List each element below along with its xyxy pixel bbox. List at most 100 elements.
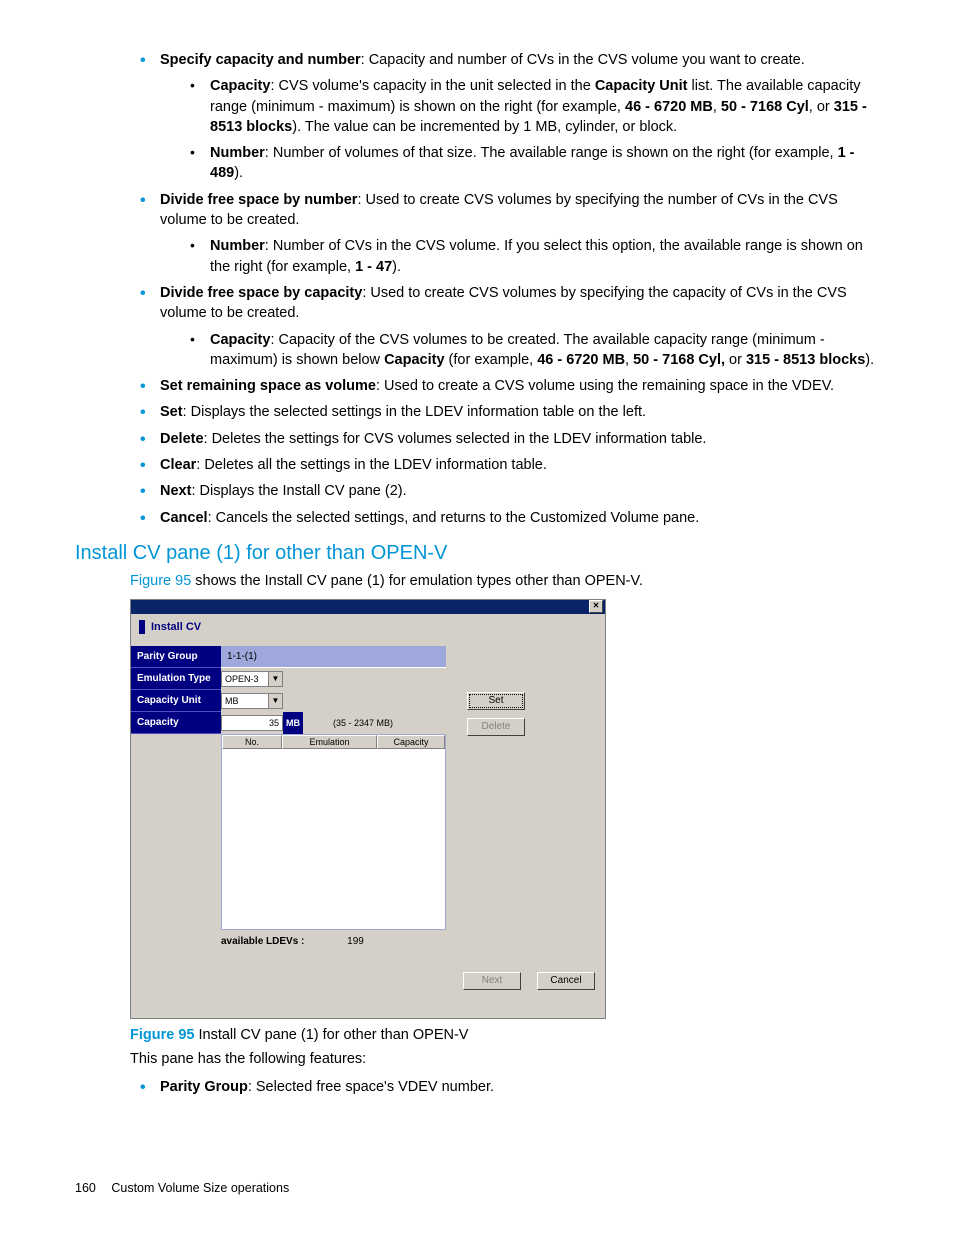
desc: : Displays the Install CV pane (2). bbox=[191, 483, 406, 499]
figure-link[interactable]: Figure 95 bbox=[130, 573, 191, 589]
desc: : Number of volumes of that size. The av… bbox=[265, 145, 838, 161]
desc: : Number of CVs in the CVS volume. If yo… bbox=[210, 238, 863, 274]
close-icon[interactable]: ✕ bbox=[589, 600, 603, 613]
chevron-down-icon: ▼ bbox=[268, 694, 282, 708]
capacity-value-cell: 35 MB (35 - 2347 MB) bbox=[221, 712, 446, 734]
table-body bbox=[222, 749, 445, 929]
label: Next bbox=[160, 483, 191, 499]
figure-number: Figure 95 bbox=[130, 1027, 194, 1043]
cu: Capacity Unit bbox=[595, 78, 688, 94]
capacity-label: Capacity bbox=[131, 712, 221, 734]
label: Specify capacity and number bbox=[160, 52, 361, 68]
sub-list: Number: Number of CVs in the CVS volume.… bbox=[160, 236, 879, 277]
d2: (for example, bbox=[445, 352, 538, 368]
page-number: 160 bbox=[75, 1181, 96, 1195]
cancel-button[interactable]: Cancel bbox=[537, 972, 595, 990]
rblk: 315 - 8513 blocks bbox=[746, 352, 865, 368]
col-emulation: Emulation bbox=[282, 735, 377, 749]
desc: : Capacity and number of CVs in the CVS … bbox=[361, 52, 805, 68]
bullet-set-remaining: Set remaining space as volume: Used to c… bbox=[130, 376, 879, 396]
capacity-range: (35 - 2347 MB) bbox=[333, 718, 393, 728]
capacity-unit-badge: MB bbox=[283, 712, 303, 734]
emulation-type-label: Emulation Type bbox=[131, 668, 221, 690]
rmb: 46 - 6720 MB bbox=[625, 99, 713, 115]
rcyl: 50 - 7168 Cyl, bbox=[633, 352, 725, 368]
label: Parity Group bbox=[160, 1079, 248, 1095]
available-count: 199 bbox=[347, 936, 364, 947]
figure-caption: Figure 95 Install CV pane (1) for other … bbox=[130, 1027, 879, 1043]
emulation-type-value: OPEN-3 ▼ bbox=[221, 668, 446, 690]
pane-header: Install CV bbox=[131, 614, 605, 640]
delete-button[interactable]: Delete bbox=[467, 718, 525, 736]
capacity-unit-dropdown[interactable]: MB ▼ bbox=[221, 693, 283, 709]
label: Clear bbox=[160, 457, 196, 473]
bullet-set: Set: Displays the selected settings in t… bbox=[130, 402, 879, 422]
sub-capacity: Capacity: CVS volume's capacity in the u… bbox=[180, 76, 879, 137]
rmb: 46 - 6720 MB bbox=[537, 352, 625, 368]
sub-number: Number: Number of volumes of that size. … bbox=[180, 143, 879, 184]
ldev-table: No. Emulation Capacity bbox=[221, 734, 446, 930]
bullet-delete: Delete: Deletes the settings for CVS vol… bbox=[130, 429, 879, 449]
post-bullet-list: Parity Group: Selected free space's VDEV… bbox=[75, 1077, 879, 1097]
row-parity-group: Parity Group 1-1-(1) bbox=[131, 646, 605, 668]
sub-list: Capacity: CVS volume's capacity in the u… bbox=[160, 76, 879, 183]
label: Divide free space by capacity bbox=[160, 285, 362, 301]
label: Capacity bbox=[210, 332, 270, 348]
sub-list: Capacity: Capacity of the CVS volumes to… bbox=[160, 330, 879, 371]
desc: : Displays the selected settings in the … bbox=[183, 404, 646, 420]
d3: ). The value can be incremented by 1 MB,… bbox=[292, 119, 677, 135]
capacity-unit-value: MB ▼ bbox=[221, 690, 446, 712]
capacity-input[interactable]: 35 bbox=[221, 715, 283, 731]
available-ldevs: available LDEVs : 199 bbox=[221, 930, 605, 953]
next-button[interactable]: Next bbox=[463, 972, 521, 990]
pane-title: Install CV bbox=[151, 621, 201, 633]
bullet-divide-number: Divide free space by number: Used to cre… bbox=[130, 190, 879, 277]
row-capacity: Capacity 35 MB (35 - 2347 MB) bbox=[131, 712, 605, 734]
label: Number bbox=[210, 238, 265, 254]
titlebar: ✕ bbox=[131, 600, 605, 614]
sub: Number: Number of CVs in the CVS volume.… bbox=[180, 236, 879, 277]
bullet-clear: Clear: Deletes all the settings in the L… bbox=[130, 455, 879, 475]
d1: : CVS volume's capacity in the unit sele… bbox=[270, 78, 594, 94]
post-text: This pane has the following features: bbox=[130, 1051, 879, 1067]
col-no: No. bbox=[222, 735, 282, 749]
available-label: available LDEVs : bbox=[221, 936, 304, 947]
page-footer: 160 Custom Volume Size operations bbox=[75, 1181, 289, 1195]
header-marker bbox=[139, 620, 145, 634]
bullet-list-top: Specify capacity and number: Capacity an… bbox=[75, 50, 879, 528]
label: Delete bbox=[160, 431, 204, 447]
row-capacity-unit: Capacity Unit MB ▼ bbox=[131, 690, 605, 712]
bottom-buttons: Next Cancel bbox=[463, 972, 595, 990]
emulation-type-dropdown[interactable]: OPEN-3 ▼ bbox=[221, 671, 283, 687]
rcyl: 50 - 7168 Cyl bbox=[721, 99, 809, 115]
or: or bbox=[725, 352, 746, 368]
label: Capacity bbox=[210, 78, 270, 94]
label: Set bbox=[160, 404, 183, 420]
col-capacity: Capacity bbox=[377, 735, 445, 749]
table-header: No. Emulation Capacity bbox=[222, 735, 445, 749]
desc: : Selected free space's VDEV number. bbox=[248, 1079, 494, 1095]
emulation-selected: OPEN-3 bbox=[225, 674, 259, 684]
parity-group-value: 1-1-(1) bbox=[221, 646, 446, 668]
desc: : Deletes all the settings in the LDEV i… bbox=[196, 457, 547, 473]
form-area: Parity Group 1-1-(1) Emulation Type OPEN… bbox=[131, 646, 605, 953]
intro-rest: shows the Install CV pane (1) for emulat… bbox=[191, 573, 643, 589]
capacity-unit-selected: MB bbox=[225, 696, 239, 706]
chevron-down-icon: ▼ bbox=[268, 672, 282, 686]
sub: Capacity: Capacity of the CVS volumes to… bbox=[180, 330, 879, 371]
figure-text: Install CV pane (1) for other than OPEN-… bbox=[194, 1027, 468, 1043]
bullet-next: Next: Displays the Install CV pane (2). bbox=[130, 481, 879, 501]
desc: : Cancels the selected settings, and ret… bbox=[208, 510, 700, 526]
section-heading: Install CV pane (1) for other than OPEN-… bbox=[75, 542, 879, 565]
label: Set remaining space as volume bbox=[160, 378, 376, 394]
post-bullet: Parity Group: Selected free space's VDEV… bbox=[130, 1077, 879, 1097]
row-emulation-type: Emulation Type OPEN-3 ▼ bbox=[131, 668, 605, 690]
label: Divide free space by number bbox=[160, 192, 357, 208]
desc: : Used to create a CVS volume using the … bbox=[376, 378, 834, 394]
bullet-cancel: Cancel: Cancels the selected settings, a… bbox=[130, 508, 879, 528]
bullet-divide-capacity: Divide free space by capacity: Used to c… bbox=[130, 283, 879, 370]
set-button[interactable]: Set bbox=[467, 692, 525, 710]
label: Number bbox=[210, 145, 265, 161]
chapter-title: Custom Volume Size operations bbox=[111, 1181, 289, 1195]
desc: : Deletes the settings for CVS volumes s… bbox=[204, 431, 707, 447]
